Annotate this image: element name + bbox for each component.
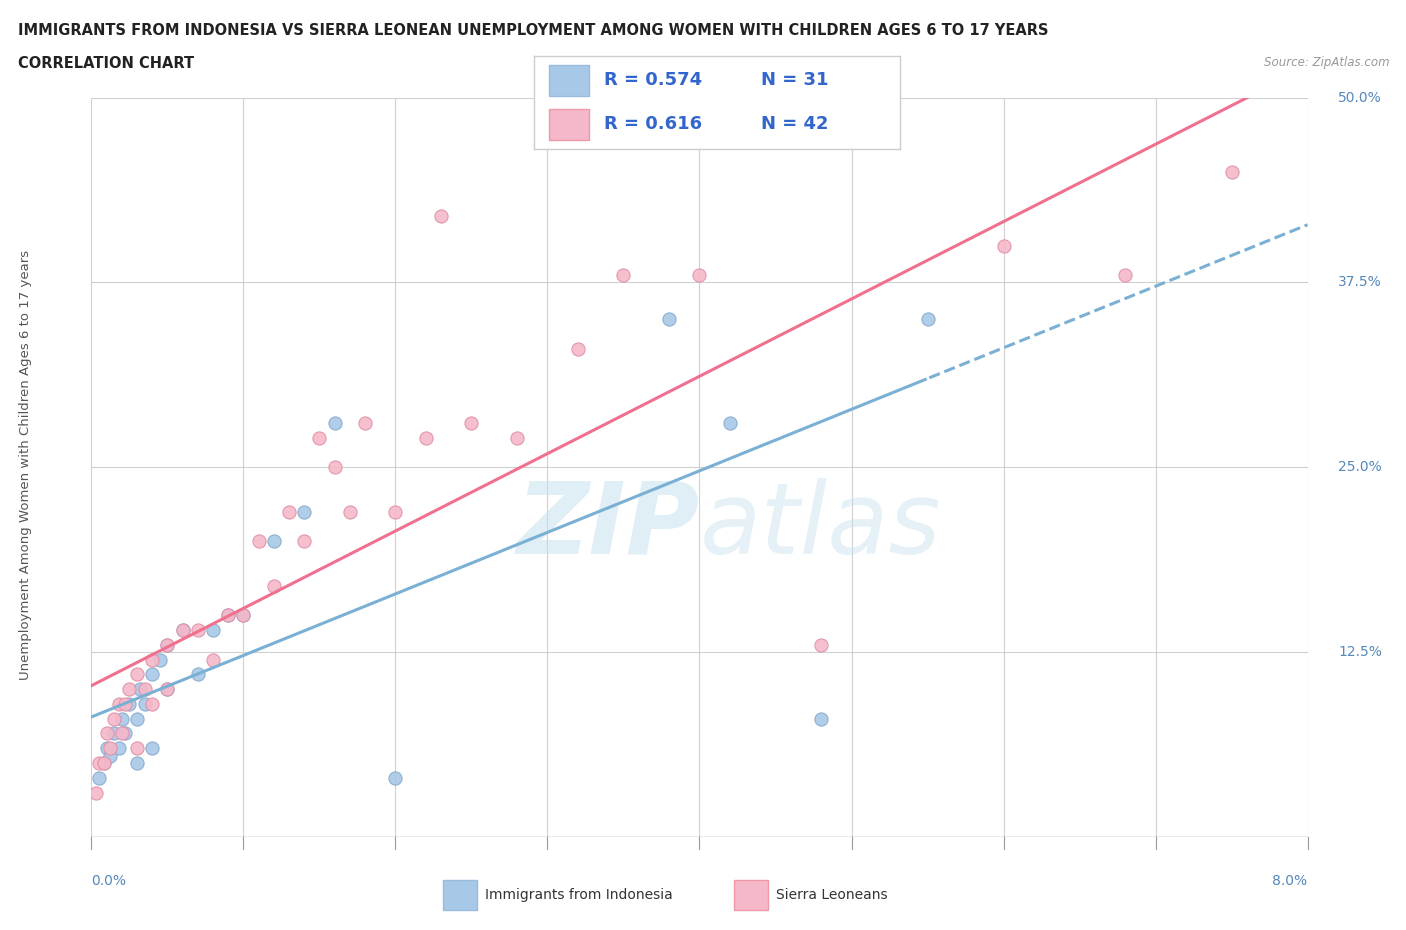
Point — [384, 504, 406, 519]
Text: 12.5%: 12.5% — [1339, 645, 1382, 659]
Point — [308, 431, 330, 445]
Point — [612, 268, 634, 283]
Point — [134, 682, 156, 697]
Point — [156, 682, 179, 697]
Point — [141, 652, 163, 667]
Point — [567, 341, 589, 356]
Point — [217, 608, 239, 623]
Point — [172, 622, 194, 637]
Point — [103, 726, 125, 741]
Text: N = 42: N = 42 — [761, 115, 828, 133]
Point — [292, 534, 315, 549]
Text: N = 31: N = 31 — [761, 72, 828, 89]
Point — [98, 749, 121, 764]
Text: 50.0%: 50.0% — [1339, 90, 1382, 105]
Point — [96, 726, 118, 741]
Point — [323, 460, 346, 474]
Point — [141, 741, 163, 756]
Point — [202, 652, 225, 667]
Text: 8.0%: 8.0% — [1272, 874, 1308, 888]
Point — [232, 608, 254, 623]
Point — [107, 697, 129, 711]
Point — [114, 726, 136, 741]
Text: Sierra Leoneans: Sierra Leoneans — [776, 888, 887, 902]
Point — [84, 785, 107, 800]
Text: Immigrants from Indonesia: Immigrants from Indonesia — [485, 888, 673, 902]
Point — [506, 431, 529, 445]
Point — [323, 416, 346, 431]
Point — [217, 608, 239, 623]
Point — [141, 667, 163, 682]
Point — [718, 416, 741, 431]
Point — [263, 534, 285, 549]
Point — [993, 238, 1015, 253]
Point — [263, 578, 285, 593]
Point — [98, 741, 121, 756]
Point — [93, 755, 115, 770]
Bar — [443, 881, 477, 910]
Point — [111, 726, 134, 741]
Point — [87, 755, 110, 770]
Bar — [548, 109, 589, 140]
Point — [688, 268, 710, 283]
Bar — [734, 881, 768, 910]
Point — [278, 504, 301, 519]
Text: R = 0.616: R = 0.616 — [603, 115, 702, 133]
Point — [114, 697, 136, 711]
Point — [141, 697, 163, 711]
Point — [156, 637, 179, 652]
Point — [172, 622, 194, 637]
Text: atlas: atlas — [699, 478, 941, 575]
Point — [96, 741, 118, 756]
Text: CORRELATION CHART: CORRELATION CHART — [18, 56, 194, 71]
Text: 0.0%: 0.0% — [91, 874, 127, 888]
Point — [917, 312, 939, 327]
Point — [384, 770, 406, 785]
Text: 37.5%: 37.5% — [1339, 275, 1382, 289]
Point — [125, 741, 148, 756]
Point — [187, 667, 209, 682]
Point — [129, 682, 152, 697]
Point — [107, 741, 129, 756]
Point — [810, 637, 832, 652]
Point — [118, 697, 141, 711]
Point — [156, 637, 179, 652]
Point — [125, 667, 148, 682]
Point — [247, 534, 270, 549]
Point — [232, 608, 254, 623]
Text: ZIP: ZIP — [516, 478, 699, 575]
Point — [111, 711, 134, 726]
Point — [1114, 268, 1136, 283]
Point — [430, 208, 453, 223]
Point — [187, 622, 209, 637]
Text: 25.0%: 25.0% — [1339, 460, 1382, 474]
Point — [156, 682, 179, 697]
Point — [1220, 164, 1243, 179]
Text: R = 0.574: R = 0.574 — [603, 72, 702, 89]
Point — [87, 770, 110, 785]
Text: Unemployment Among Women with Children Ages 6 to 17 years: Unemployment Among Women with Children A… — [18, 250, 32, 680]
Point — [134, 697, 156, 711]
Point — [810, 711, 832, 726]
Point — [202, 622, 225, 637]
Point — [292, 504, 315, 519]
Point — [658, 312, 681, 327]
Point — [415, 431, 437, 445]
Point — [93, 755, 115, 770]
Point — [118, 682, 141, 697]
Point — [103, 711, 125, 726]
Point — [149, 652, 172, 667]
Text: IMMIGRANTS FROM INDONESIA VS SIERRA LEONEAN UNEMPLOYMENT AMONG WOMEN WITH CHILDR: IMMIGRANTS FROM INDONESIA VS SIERRA LEON… — [18, 23, 1049, 38]
Point — [125, 755, 148, 770]
Point — [339, 504, 361, 519]
Text: Source: ZipAtlas.com: Source: ZipAtlas.com — [1264, 56, 1389, 69]
Point — [125, 711, 148, 726]
Point — [460, 416, 482, 431]
Point — [354, 416, 377, 431]
Bar — [548, 65, 589, 96]
